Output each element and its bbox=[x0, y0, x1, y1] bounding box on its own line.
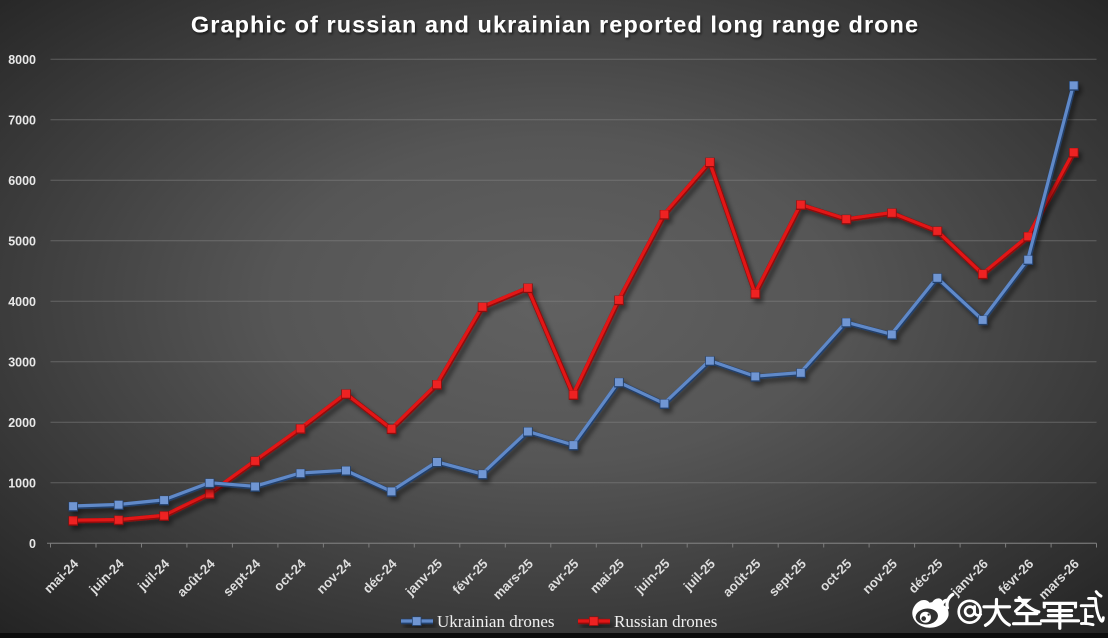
svg-text:6000: 6000 bbox=[8, 174, 36, 188]
svg-text:3000: 3000 bbox=[8, 355, 36, 369]
svg-text:0: 0 bbox=[29, 537, 36, 551]
svg-text:5000: 5000 bbox=[8, 234, 36, 248]
svg-text:8000: 8000 bbox=[8, 53, 36, 67]
svg-text:Graphic of russian and ukraini: Graphic of russian and ukrainian reporte… bbox=[191, 12, 919, 38]
svg-text:2000: 2000 bbox=[8, 416, 36, 430]
svg-text:7000: 7000 bbox=[8, 113, 36, 127]
svg-text:4000: 4000 bbox=[8, 295, 36, 309]
svg-text:Russian drones: Russian drones bbox=[614, 612, 717, 631]
svg-text:1000: 1000 bbox=[8, 476, 36, 490]
svg-text:Ukrainian drones: Ukrainian drones bbox=[437, 612, 555, 631]
